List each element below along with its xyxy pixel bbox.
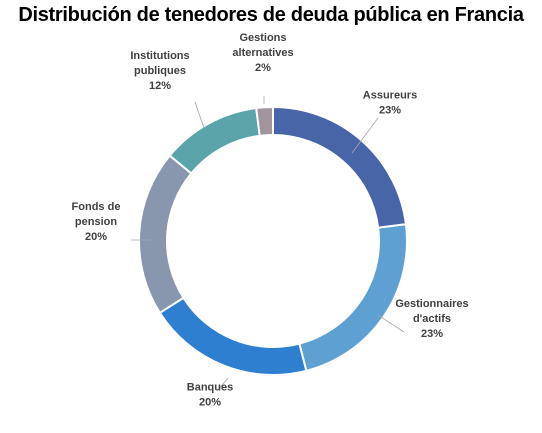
leader-line-1 xyxy=(377,314,405,333)
slice-label-3-line-2: 20% xyxy=(85,231,107,243)
slice-label-2-line-0: Banques xyxy=(187,382,233,394)
slice-label-2-line-1: 20% xyxy=(199,397,221,409)
slice-label-3: Fonds de pension 20% xyxy=(72,201,121,243)
slice-label-5: Gestions alternatives 2% xyxy=(232,32,293,74)
chart-title: Distribución de tenedores de deuda públi… xyxy=(18,4,524,26)
slice-label-2: Banques 20% xyxy=(187,382,233,409)
slice-label-4: Institutions publiques 12% xyxy=(130,50,189,92)
slice-label-5-line-0: Gestions xyxy=(239,32,286,44)
slice-label-4-line-2: 12% xyxy=(149,80,171,92)
slice-label-1-line-1: d'actifs xyxy=(413,313,451,325)
slice-1 xyxy=(298,223,408,373)
slice-label-1-line-0: Gestionnaires xyxy=(395,298,468,310)
slice-label-3-line-1: pension xyxy=(75,216,117,228)
slice-4 xyxy=(168,106,261,175)
slice-label-5-line-1: alternatives xyxy=(232,47,293,59)
leader-line-0 xyxy=(351,117,379,154)
slice-label-0-line-0: Assureurs xyxy=(363,90,417,102)
slice-label-1: Gestionnaires d'actifs 23% xyxy=(395,298,468,340)
slice-5 xyxy=(255,105,274,137)
slice-label-5-line-2: 2% xyxy=(255,62,271,74)
slice-3 xyxy=(138,154,193,315)
leader-line-4 xyxy=(194,101,205,129)
slice-label-0: Assureurs 23% xyxy=(363,90,417,117)
slice-label-3-line-0: Fonds de xyxy=(72,201,121,213)
slice-label-0-line-1: 23% xyxy=(379,105,401,117)
slice-0 xyxy=(272,105,408,229)
slice-2 xyxy=(158,296,308,376)
slice-label-4-line-1: publiques xyxy=(134,65,186,77)
slice-label-1-line-2: 23% xyxy=(421,328,443,340)
leader-line-2 xyxy=(217,377,229,391)
slice-label-4-line-0: Institutions xyxy=(130,50,189,62)
